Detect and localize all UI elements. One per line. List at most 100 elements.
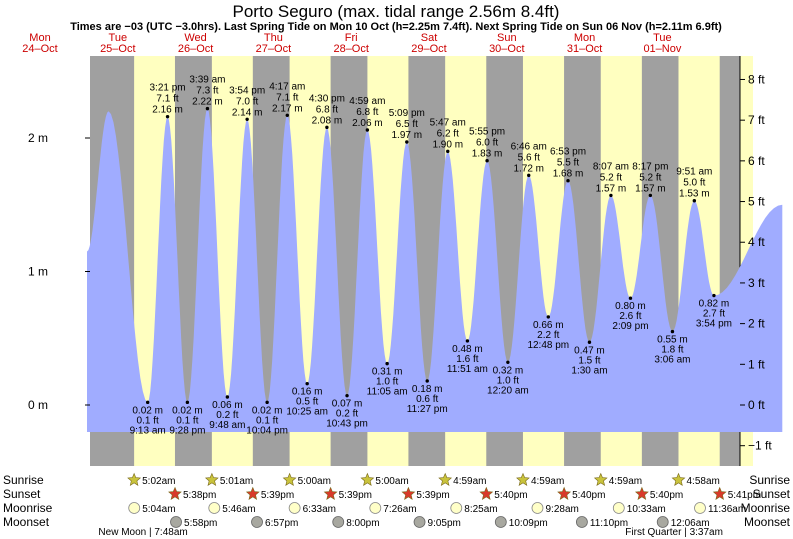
sunrise-icon [127,472,142,486]
row-label-right: Sunset [753,487,791,501]
tide-time: 10:43 pm [326,419,368,430]
tide-feet: 0.2 ft [216,410,238,421]
moonrise-icon [612,502,625,514]
sunset-icon [168,486,182,500]
row-label-right: Moonrise [741,501,791,515]
tide-point [587,340,592,344]
moonset-icon [332,516,345,528]
sunrise-time: 5:00am [298,476,331,487]
chart-subtitle: Times are −03 (UTC −3.0hrs). Last Spring… [70,21,722,33]
day-header-name: Sat [421,32,438,44]
tide-meters: 0.66 m [533,320,564,331]
sunrise-icon [360,472,375,486]
tide-meters: 2.22 m [192,97,223,108]
tide-point [385,361,389,366]
tide-meters: 1.53 m [679,189,710,200]
moonrise-time: 9:28am [545,504,578,515]
moonrise-time: 6:33am [303,504,336,515]
tide-feet: 1.6 ft [456,354,478,365]
tide-feet: 1.0 ft [376,377,398,388]
sunset-icon [245,486,260,500]
tide-area [87,108,783,432]
day-header-date: 01–Nov [643,43,681,55]
moonrise-time: 8:25am [464,504,497,515]
moonset-time: 10:09pm [509,518,548,529]
moonset-time: 6:57pm [265,518,298,529]
sunrise-time: 5:01am [220,476,253,487]
tide-point [425,379,429,383]
tide-feet: 1.8 ft [661,345,683,356]
day-header-date: 29–Oct [411,43,446,55]
left-tick-label: 0 m [28,398,48,412]
tide-point [485,158,489,163]
tide-time: 3:06 am [654,355,690,366]
moonset-icon [575,516,588,528]
tide-meters: 0.02 m [252,405,283,416]
tide-meters: 0.82 m [699,299,730,310]
tide-time: 4:30 pm [309,93,345,104]
tide-time: 9:13 am [130,425,166,436]
tide-meters: 0.07 m [332,399,363,410]
tide-feet: 7.0 ft [236,96,258,107]
tide-time: 6:53 pm [550,147,586,158]
tide-point [566,179,570,183]
sunrise-icon [593,472,608,486]
axes: 0 m 1 m 2 m −1 ft 0 ft 1 ft 2 ft 3 ft 4 ft 5 ft 6 … [28,72,772,452]
tide-meters: 0.02 m [172,405,203,416]
tide-meters: 0.80 m [615,301,646,312]
tide-feet: 6.2 ft [437,128,459,139]
tide-feet: 7.1 ft [156,94,178,105]
moonset-time: 11:10pm [590,518,628,529]
tide-point [692,199,697,203]
tide-meters: 0.47 m [574,345,605,356]
tide-time: 9:48 am [209,420,245,431]
sunset-time: 5:39pm [261,490,294,501]
day-header-date: 31–Oct [567,43,602,55]
tide-time: 11:05 am [367,387,408,398]
sunset-time: 5:40pm [572,490,605,501]
sunrise-time: 4:59am [531,476,564,487]
moonset-time: 8:00pm [346,518,379,529]
tide-point [165,114,170,119]
moonrise-icon [694,502,706,514]
moonrise-icon [369,502,382,514]
day-header-name: Sun [497,32,517,44]
tide-point [628,296,633,300]
row-label-left: Moonset [3,515,50,529]
tide-meters: 0.16 m [292,387,323,398]
right-tick-label: −1 ft [748,439,772,453]
tide-time: 4:17 am [269,81,305,92]
tide-meters: 1.68 m [553,169,584,180]
tide-feet: 5.5 ft [557,158,579,169]
tide-meters: 1.57 m [635,183,666,194]
sunrise-icon [204,472,219,486]
tide-meters: 0.06 m [212,400,243,411]
right-tick-label: 5 ft [748,195,765,209]
tide-feet: 6.0 ft [476,138,498,149]
tide-time: 10:25 am [286,407,328,418]
sunrise-time: 5:00am [375,476,408,487]
right-tick-label: 7 ft [748,113,765,127]
sunrise-time: 4:59am [453,476,486,487]
moonrise-time: 10:33am [627,504,666,515]
moonset-icon [656,516,669,528]
day-header-name: Tue [653,32,672,44]
tide-extremes: 0.02 m0.1 ft9:13 am3:21 pm7.1 ft2.16 m0.… [130,75,732,437]
sunset-time: 5:39pm [416,490,449,501]
tide-time: 12:20 am [487,385,529,396]
tide-time: 9:51 am [676,167,712,178]
tide-time: 11:51 am [447,364,488,375]
sunset-icon [712,486,727,500]
day-header-date: 30–Oct [489,43,524,55]
tide-feet: 5.0 ft [683,178,705,189]
tide-point [325,125,329,130]
tide-time: 11:27 pm [407,404,448,415]
tide-point [648,193,653,198]
tide-time: 8:07 am [593,161,629,172]
sunset-icon [557,486,572,500]
day-headers: Mon24–OctTue25–OctWed26–OctThu27–OctFri2… [22,32,682,55]
tide-point [305,381,309,386]
day-header-name: Mon [574,32,595,44]
